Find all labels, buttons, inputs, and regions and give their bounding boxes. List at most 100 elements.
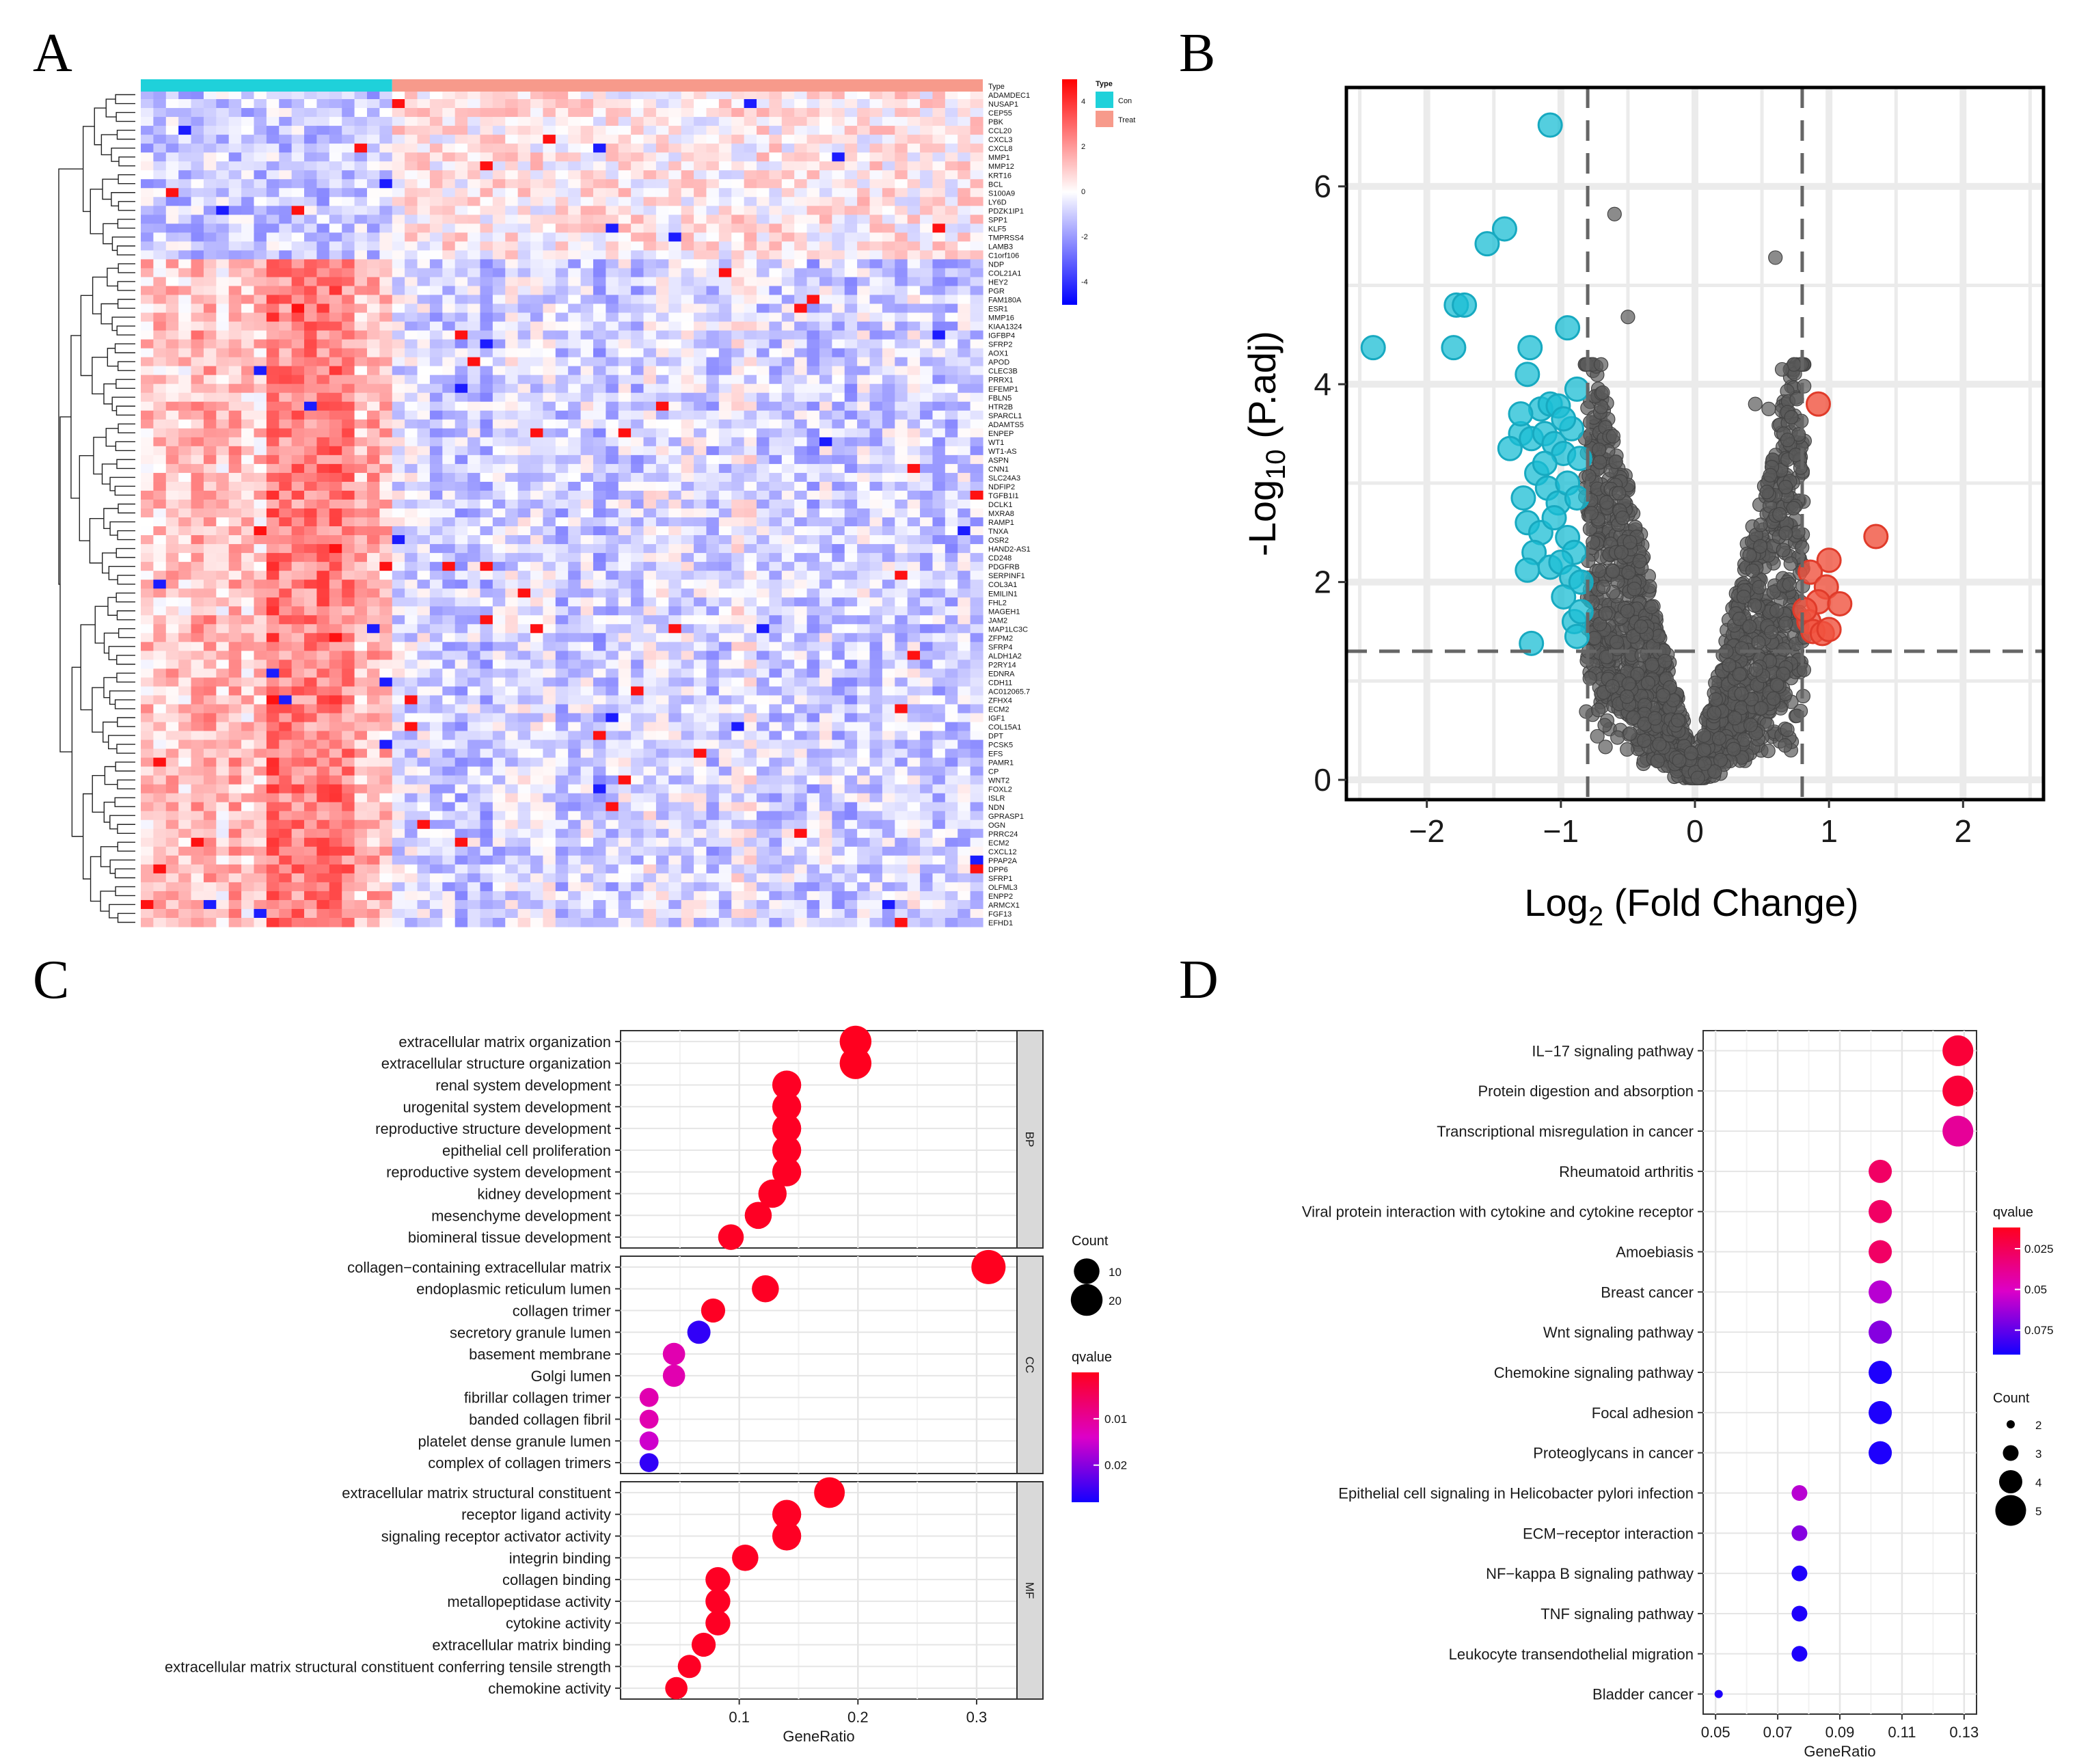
heatmap-cell	[869, 108, 883, 118]
heatmap-cell	[819, 490, 832, 500]
heatmap-cell	[555, 677, 569, 688]
heatmap-cell	[631, 126, 644, 135]
heatmap-cell	[442, 651, 456, 660]
heatmap-cell	[454, 241, 468, 251]
heatmap-cell	[643, 188, 657, 198]
heatmap-cell	[442, 748, 456, 759]
heatmap-cell	[366, 624, 380, 634]
heatmap-cell	[844, 241, 858, 251]
heatmap-cell	[517, 704, 531, 714]
heatmap-cell	[832, 108, 845, 118]
heatmap-cell	[869, 606, 883, 616]
heatmap-cell	[517, 135, 531, 144]
heatmap-cell	[958, 446, 971, 456]
heatmap-cell	[543, 108, 556, 118]
heatmap-cell	[392, 571, 405, 580]
heatmap-cell	[291, 90, 305, 100]
heatmap-cell	[379, 410, 393, 420]
heatmap-cell	[895, 348, 908, 358]
heatmap-cell	[216, 454, 230, 465]
heatmap-cell	[832, 295, 845, 305]
heatmap-cell	[606, 428, 619, 438]
heatmap-cell	[731, 241, 745, 251]
heatmap-cell	[392, 286, 405, 296]
heatmap-cell	[530, 215, 544, 224]
heatmap-cell	[405, 303, 418, 314]
heatmap-cell	[895, 562, 908, 571]
heatmap-cell	[907, 686, 921, 696]
heatmap-cell	[316, 241, 330, 251]
heatmap-cell	[279, 348, 293, 358]
heatmap-cell	[454, 144, 468, 153]
heatmap-cell	[568, 668, 582, 678]
heatmap-cell	[153, 704, 167, 714]
heatmap-cell	[141, 144, 154, 153]
heatmap-cell	[970, 90, 983, 100]
heatmap-cell	[769, 241, 783, 251]
heatmap-cell	[945, 597, 958, 607]
heatmap-cell	[606, 108, 619, 118]
heatmap-cell	[844, 152, 858, 162]
heatmap-cell	[832, 188, 845, 198]
heatmap-cell	[970, 277, 983, 287]
heatmap-cell	[165, 562, 179, 571]
heatmap-cell	[606, 668, 619, 678]
heatmap-cell	[555, 553, 569, 562]
heatmap-cell	[304, 268, 318, 278]
heatmap-cell	[379, 535, 393, 545]
heatmap-cell	[316, 651, 330, 660]
heatmap-cell	[517, 108, 531, 118]
heatmap-cell	[203, 241, 217, 251]
heatmap-cell	[694, 615, 707, 625]
heatmap-cell	[781, 295, 795, 305]
heatmap-cell	[505, 535, 519, 545]
heatmap-cell	[392, 739, 405, 750]
heatmap-cell	[832, 731, 845, 741]
heatmap-cell	[178, 722, 192, 732]
heatmap-cell	[668, 428, 682, 438]
heatmap-cell	[517, 321, 531, 331]
heatmap-cell	[266, 375, 280, 385]
heatmap-cell	[454, 330, 468, 340]
heatmap-cell	[530, 241, 544, 251]
heatmap-cell	[442, 481, 456, 491]
heatmap-cell	[794, 508, 808, 518]
heatmap-cell	[781, 722, 795, 732]
heatmap-cell	[832, 544, 845, 554]
heatmap-cell	[392, 259, 405, 269]
heatmap-cell	[819, 517, 832, 527]
heatmap-cell	[568, 188, 582, 198]
heatmap-cell	[932, 357, 946, 367]
heatmap-cell	[417, 562, 431, 571]
heatmap-cell	[882, 739, 895, 750]
heatmap-cell	[417, 454, 431, 465]
heatmap-cell	[718, 99, 732, 109]
heatmap-cell	[279, 295, 293, 305]
heatmap-cell	[882, 303, 895, 314]
heatmap-cell	[517, 535, 531, 545]
heatmap-cell	[279, 144, 293, 153]
heatmap-cell	[882, 339, 895, 349]
heatmap-cell	[405, 517, 418, 527]
heatmap-cell	[606, 517, 619, 527]
heatmap-cell	[932, 508, 946, 518]
panel-a-heatmap: TypeADAMDEC1NUSAP1CEP55PBKCCL20CXCL3CXCL…	[58, 79, 1135, 927]
heatmap-cell	[405, 588, 418, 598]
heatmap-cell	[417, 597, 431, 607]
heatmap-cell	[857, 295, 871, 305]
heatmap-cell	[454, 437, 468, 447]
heatmap-cell	[216, 108, 230, 118]
heatmap-cell	[655, 624, 669, 634]
heatmap-cell	[681, 170, 694, 180]
heatmap-cell	[706, 677, 720, 688]
heatmap-cell	[241, 126, 255, 135]
heatmap-cell	[794, 188, 808, 198]
heatmap-cell	[392, 383, 405, 394]
heatmap-cell	[970, 161, 983, 171]
heatmap-cell	[480, 179, 493, 189]
heatmap-cell	[417, 90, 431, 100]
heatmap-cell	[844, 437, 858, 447]
heatmap-cell	[794, 144, 808, 153]
heatmap-cell	[757, 321, 770, 331]
heatmap-cell	[806, 651, 820, 660]
